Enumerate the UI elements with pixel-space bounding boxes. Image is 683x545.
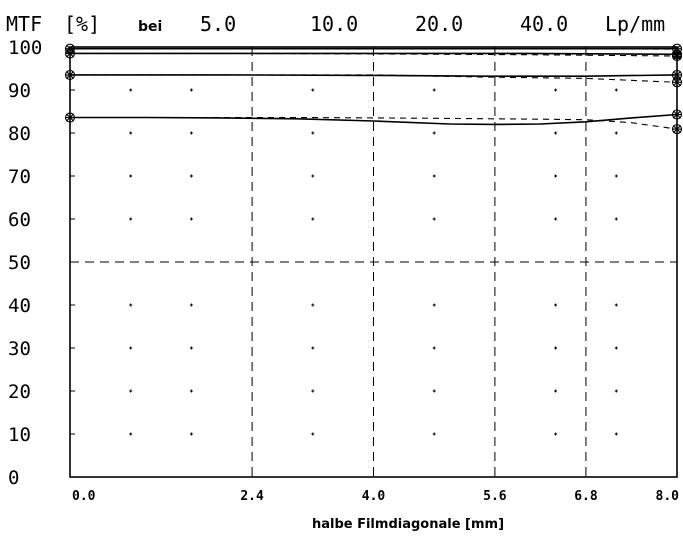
y-tick-label: 10: [8, 424, 31, 446]
series-end-marker: [64, 69, 76, 80]
y-tick-label: 0: [8, 467, 19, 489]
series-line-10-0-dashed: [70, 52, 678, 57]
x-tick-label: 5.6: [483, 489, 507, 504]
x-axis: 0.0 2.4 4.0 5.6 6.8 8.0: [72, 489, 679, 504]
chart-header: MTF [%] bei 5.0 10.0 20.0 40.0 Lp/mm: [6, 12, 665, 36]
mtf-label: MTF: [6, 12, 42, 36]
series-end-marker: [671, 50, 683, 62]
y-tick-label: 90: [8, 80, 31, 102]
unit-label: [%]: [64, 12, 100, 36]
series-end-marker: [671, 109, 683, 120]
x-tick-label: 2.4: [240, 489, 264, 504]
y-tick-label: 100: [8, 37, 42, 59]
series-end-marker: [671, 43, 683, 54]
bei-label: bei: [138, 19, 162, 35]
marker-group: [64, 43, 683, 135]
y-tick-label: 80: [8, 123, 31, 145]
series-line-20-0-dashed: [70, 74, 678, 83]
y-tick-label: 20: [8, 381, 31, 403]
y-tick-label: 50: [8, 252, 31, 274]
x-tick-label: 6.8: [574, 489, 598, 504]
grid: [70, 47, 677, 477]
y-axis: 0 10 20 30 40 50 60 70 80 90 100: [8, 37, 75, 489]
frequency-label: 40.0: [520, 12, 568, 36]
frequency-label: 10.0: [310, 12, 358, 36]
x-axis-title: halbe Filmdiagonale [mm]: [312, 517, 504, 532]
x-tick-label: 8.0: [656, 489, 680, 504]
series-end-marker: [671, 124, 683, 135]
y-tick-label: 70: [8, 166, 31, 188]
y-tick-label: 60: [8, 209, 31, 231]
frequency-label: 20.0: [415, 12, 463, 36]
series-group: [70, 47, 678, 130]
series-end-marker: [671, 69, 683, 80]
x-tick-label: 4.0: [362, 489, 386, 504]
frequency-unit: Lp/mm: [605, 12, 665, 36]
series-end-marker: [64, 112, 76, 123]
frequency-label: 5.0: [200, 12, 236, 36]
y-tick-label: 30: [8, 338, 31, 360]
series-line-40-0-dashed: [70, 116, 678, 130]
y-tick-label: 40: [8, 295, 31, 317]
x-tick-label: 0.0: [72, 489, 96, 504]
series-end-marker: [671, 77, 683, 88]
series-end-marker: [64, 48, 76, 59]
